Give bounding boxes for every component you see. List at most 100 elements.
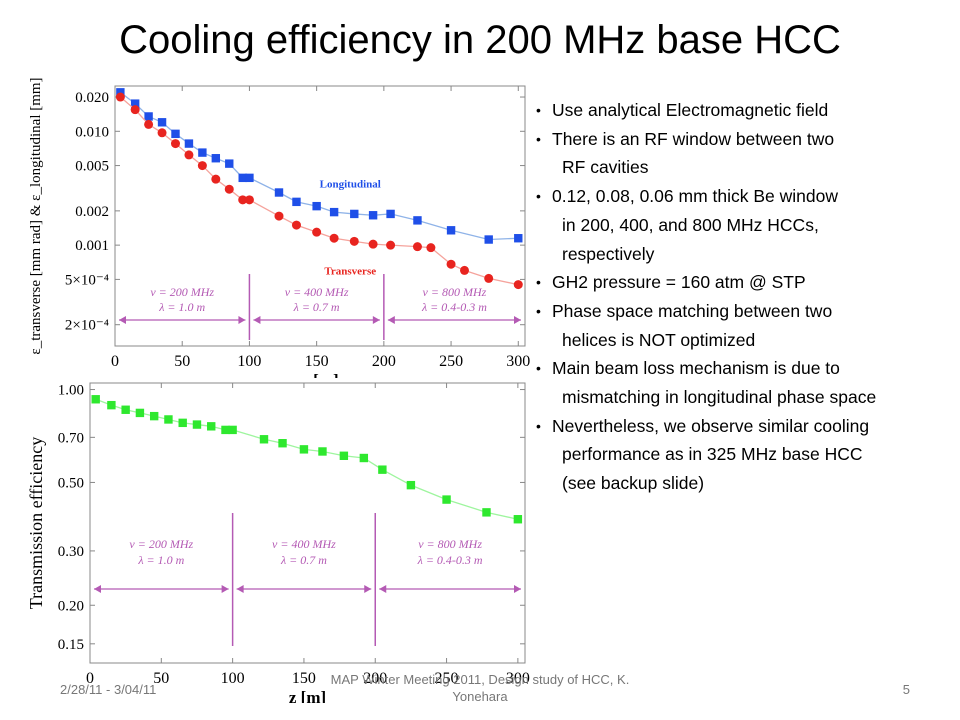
x-tick-label: 50 [174,353,190,370]
data-point [107,400,116,410]
x-tick-label: 100 [237,353,261,370]
region-label: ν = 200 MHz [150,285,214,299]
data-point [339,451,349,460]
data-point [446,259,456,269]
region-arrowhead [94,585,101,593]
y-axis-label: Transmission efficiency [26,437,46,610]
region-arrowhead [514,585,521,593]
region-arrowhead [221,585,229,593]
data-point [207,422,216,431]
region-label: λ = 0.7 m [280,553,327,567]
emittance-chart: 0 50 100 150 200 250 300 0.020 0.010 0.005 0.002 0.… [20,77,530,390]
x-tick-label: 50 [153,670,169,687]
region-arrowhead [119,316,126,324]
data-point [312,201,321,211]
data-point [513,280,523,290]
data-point [274,188,284,197]
data-point [368,239,378,249]
y-tick-label: 0.20 [58,598,84,614]
bullet-text: Main beam loss mechanism is due to [552,358,840,379]
y-tick-label: 0.30 [58,544,84,560]
y-tick-label: 0.50 [58,475,84,491]
y-tick-label: 5×10⁻⁴ [65,272,109,288]
data-point [211,154,221,163]
bullet-item: • Nevertheless, we observe similar coolin… [530,412,958,498]
region-label: λ = 0.7 m [293,300,340,314]
data-point [91,395,100,404]
footer-meeting: MAP Winter Meeting 2011, Design study of… [330,672,630,704]
bullet-text: There is an RF window between two [552,128,835,149]
data-point [197,161,207,171]
data-point [349,236,359,246]
data-point [144,119,154,129]
data-point [514,234,523,243]
data-point [144,112,153,121]
x-tick-label: 200 [372,353,396,370]
region-arrowhead [253,316,261,324]
data-point [426,243,436,253]
bullet-text: Phase space matching between two [552,300,833,321]
bullet-text: mismatching in longitudinal phase space [562,387,877,408]
bullet-dot: • [536,102,541,118]
data-point [329,233,339,243]
data-point [484,235,493,244]
bullet-item: • Main beam loss mechanism is due to misma… [530,354,958,411]
data-point [170,139,180,149]
series-label: Transverse [324,266,376,278]
slide-title: Cooling efficiency in 200 MHz base HCC [119,18,841,62]
data-point [386,240,396,250]
data-point [228,425,237,435]
data-point [513,515,523,524]
data-point [386,209,395,219]
data-point [291,220,301,230]
x-tick-label: 0 [86,670,94,687]
series-label: Longitudinal [320,179,381,191]
region-arrowhead [387,316,395,324]
data-point [482,508,491,517]
y-tick-label: 0.010 [75,124,109,140]
data-point [350,209,359,219]
data-point [446,226,456,235]
plot-frame [89,382,526,664]
x-tick-label: 300 [506,353,530,370]
bullet-item: • Use analytical Electromagnetic field [530,96,958,125]
data-point [329,207,339,217]
data-point [274,211,284,221]
y-tick-label: 0.002 [75,204,109,220]
data-point [412,242,422,252]
bullet-list: • Use analytical Electromagnetic field • Th… [530,96,958,498]
data-point [164,415,173,424]
data-point [115,92,125,102]
bullet-text: 0.12, 0.08, 0.06 mm thick Be window [552,186,838,207]
x-tick-label: 100 [221,670,245,687]
bullet-text: helices is NOT optimized [562,329,756,350]
bullet-item: • GH2 pressure = 160 atm @ STP [530,268,958,297]
region-label: ν = 800 MHz [418,537,482,551]
x-tick-label: 250 [439,353,463,370]
data-point [135,408,145,418]
x-tick-label: 300 [506,670,530,687]
data-point [184,139,194,148]
bullet-item: • 0.12, 0.08, 0.06 mm thick Be window in 2… [530,182,958,268]
region-label: ν = 400 MHz [272,537,336,551]
data-point [130,99,140,108]
data-point [238,173,247,183]
data-point [198,148,207,157]
y-tick-label: 0.70 [58,430,84,446]
series-line [119,96,519,286]
bullet-dot: • [536,417,541,434]
y-tick-label: 0.020 [75,90,109,106]
region-arrowhead [364,585,372,593]
y-axis-label: ε_transverse [mm rad] & ε_longitudinal [… [28,78,44,355]
region-arrowhead [379,585,387,593]
plot-frame [114,85,526,347]
data-point [406,480,416,490]
data-point [259,435,269,444]
bullet-dot: • [536,302,541,319]
data-point [460,265,470,275]
y-tick-label: 0.15 [58,637,84,653]
data-point [299,445,309,454]
data-point [292,197,301,207]
x-axis-label: z [m] [289,688,326,703]
data-point [244,195,254,205]
